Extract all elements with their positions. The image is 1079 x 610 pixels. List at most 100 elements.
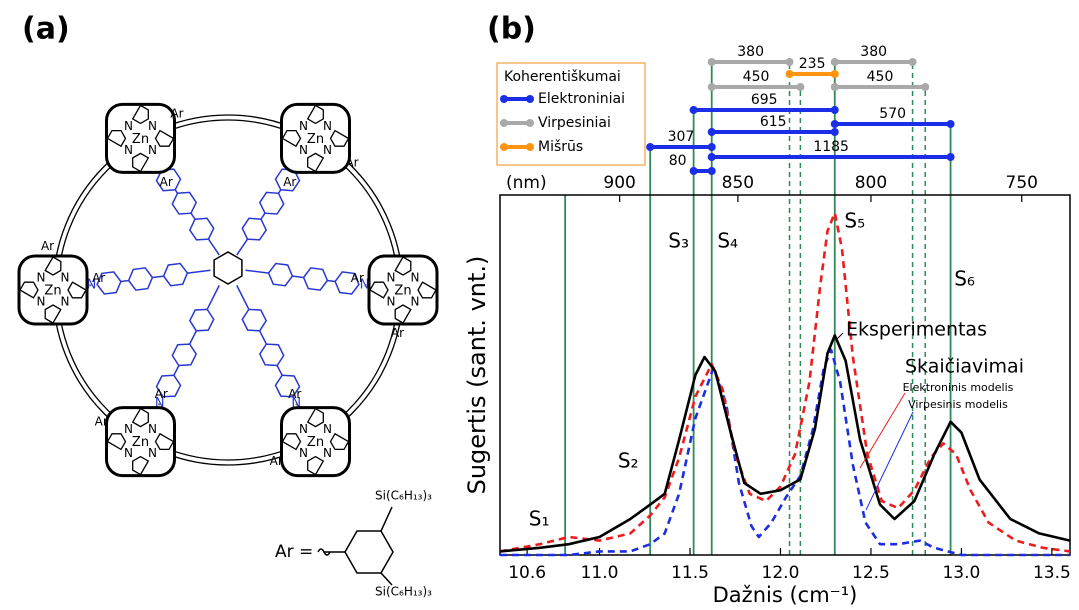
pointer xyxy=(859,392,906,469)
coherence-label: 80 xyxy=(669,153,687,169)
legend-swatch xyxy=(526,143,534,151)
transition-label: S₄ xyxy=(717,229,738,253)
pyrrole xyxy=(67,281,87,299)
ligand-ring xyxy=(302,267,329,291)
coherence-end xyxy=(707,83,716,91)
x2-tick-label: 900 xyxy=(603,173,635,193)
ligand-ring xyxy=(241,308,268,332)
pyrrole xyxy=(154,129,175,147)
atom-label: Ar xyxy=(351,271,364,285)
atom-label: N xyxy=(124,446,133,460)
pyrrole xyxy=(154,432,175,451)
ligand-ring xyxy=(274,374,301,398)
transition-label: S₅ xyxy=(844,209,865,233)
atom-label: N xyxy=(124,422,133,436)
data-line xyxy=(500,348,1070,557)
atom-label: Ar xyxy=(155,387,168,401)
ligand-ring xyxy=(241,217,268,241)
transition-label: S₃ xyxy=(668,229,689,253)
pyrrole xyxy=(106,433,127,451)
coherence-end xyxy=(689,106,698,114)
atom-label: N xyxy=(323,446,332,460)
porphyrin-frame xyxy=(280,102,351,174)
x2-tick-label: 850 xyxy=(722,173,754,193)
legend-label: Mišrūs xyxy=(538,139,583,155)
coherence-end xyxy=(830,58,839,66)
x-tick-label: 11.5 xyxy=(671,563,709,583)
pyrrole xyxy=(281,129,302,148)
coherence-end xyxy=(830,120,839,128)
coherence-label: 615 xyxy=(760,114,787,130)
legend-swatch xyxy=(500,143,508,151)
coherence-label: 450 xyxy=(867,69,894,85)
pyrrole xyxy=(106,129,127,148)
aryl-symbol: Ar = xyxy=(275,542,313,562)
coherence-label: 380 xyxy=(860,44,887,60)
atom-label: N xyxy=(148,422,157,436)
atom-label: Ar xyxy=(391,326,404,340)
atom-label: N xyxy=(299,143,308,157)
atom-label: N xyxy=(291,396,301,411)
ligand-ring xyxy=(127,267,154,291)
pyrrole xyxy=(19,281,39,299)
x-tick-label: 11.0 xyxy=(581,563,619,583)
pyrrole xyxy=(306,104,324,125)
x-tick-label: 13.0 xyxy=(942,563,980,583)
atom-label: Zn xyxy=(132,435,149,450)
coherence-end xyxy=(707,58,716,66)
pyrrole xyxy=(281,433,302,451)
legend-label: Elektroniniai xyxy=(538,91,625,107)
atom-label: N xyxy=(148,119,157,133)
coherence-end xyxy=(707,128,716,136)
coherence-end xyxy=(830,70,839,78)
atom-label: N xyxy=(148,446,157,460)
atom-label: Ar xyxy=(345,156,358,170)
legend-label: Virpesiniai xyxy=(538,115,611,131)
pyrrole xyxy=(394,304,412,324)
panel-label: (a) xyxy=(22,12,70,47)
legend-swatch xyxy=(500,95,508,103)
transition-label: S₆ xyxy=(954,267,975,291)
atom-label: Zn xyxy=(132,132,149,147)
atom-label: N xyxy=(61,295,70,309)
ligand-ring xyxy=(155,374,182,398)
legend-swatch xyxy=(526,119,534,127)
pyrrole xyxy=(307,152,325,173)
atom-label: Zn xyxy=(44,284,61,299)
atom-label: N xyxy=(87,278,97,293)
legend-swatch xyxy=(500,119,508,127)
x-axis-title: Dažnis (cm⁻¹) xyxy=(713,583,858,607)
coherence-label: 307 xyxy=(668,129,695,145)
legend-swatch xyxy=(526,95,534,103)
x-tick-label: 10.6 xyxy=(508,563,546,583)
coherence-label: 450 xyxy=(743,69,770,85)
coherence-label: 1185 xyxy=(813,139,849,155)
pyrrole xyxy=(44,304,62,324)
coherence-label: 695 xyxy=(751,92,778,108)
legend-title: Koherentiškumai xyxy=(504,69,621,85)
pyrrole xyxy=(131,407,149,428)
coherence-end xyxy=(707,143,716,151)
porphyrin-frame xyxy=(367,254,439,326)
atom-label: N xyxy=(124,119,133,133)
x2-tick-label: 750 xyxy=(1006,173,1038,193)
coherence-end xyxy=(796,83,805,91)
atom-label: N xyxy=(411,295,420,309)
ligand-ring xyxy=(188,308,215,332)
coherence-end xyxy=(689,167,698,175)
atom-label: N xyxy=(387,295,396,309)
atom-label: Zn xyxy=(307,132,324,147)
porphyrin-frame xyxy=(105,102,176,174)
coherence-end xyxy=(830,128,839,136)
y-axis-title: Sugertis (sant. vnt.) xyxy=(463,256,491,495)
pyrrole xyxy=(394,256,412,276)
x-tick-label: 12.5 xyxy=(852,563,890,583)
pyrrole xyxy=(131,104,149,125)
atom-label: N xyxy=(299,446,308,460)
atom-label: N xyxy=(61,271,70,285)
